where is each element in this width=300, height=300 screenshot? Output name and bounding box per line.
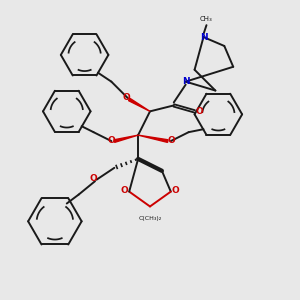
Polygon shape — [128, 98, 150, 111]
Text: O: O — [107, 136, 115, 145]
Text: O: O — [195, 107, 203, 116]
Text: O: O — [167, 136, 175, 145]
Text: C(CH₃)₂: C(CH₃)₂ — [138, 216, 162, 221]
Polygon shape — [114, 135, 138, 142]
Polygon shape — [138, 135, 168, 142]
Text: CH₃: CH₃ — [200, 16, 213, 22]
Text: O: O — [171, 186, 179, 195]
Text: O: O — [122, 94, 130, 103]
Text: O: O — [121, 186, 129, 195]
Text: O: O — [90, 174, 98, 183]
Text: N: N — [182, 77, 190, 86]
Text: N: N — [200, 33, 207, 42]
